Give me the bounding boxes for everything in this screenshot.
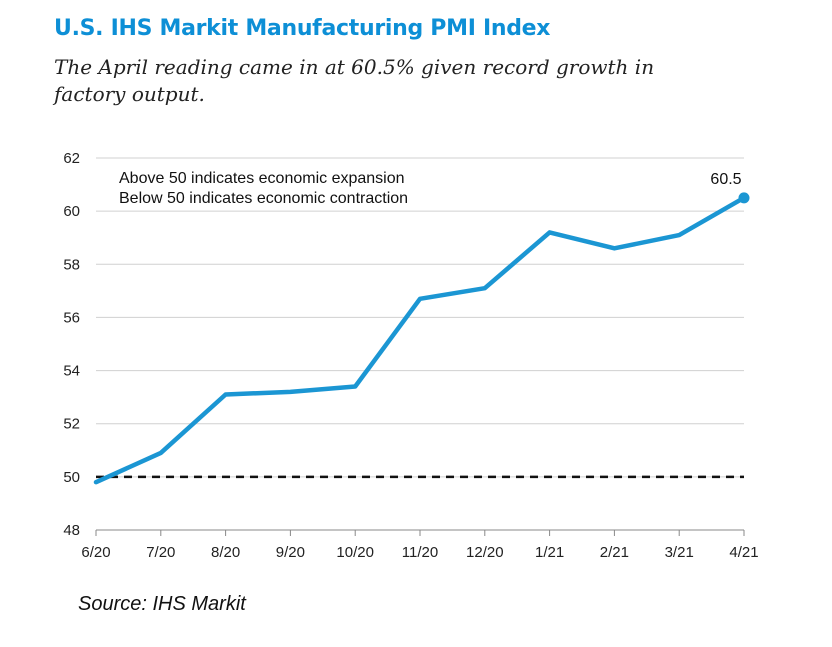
y-tick-label: 52: [63, 416, 80, 433]
chart-title: U.S. IHS Markit Manufacturing PMI Index: [54, 16, 551, 41]
data-label: 60.5: [710, 171, 741, 188]
x-tick-label: 1/21: [535, 544, 564, 561]
y-tick-label: 60: [63, 203, 80, 220]
series-line: [93, 195, 747, 485]
x-tick-label: 6/20: [81, 544, 110, 561]
source-note: Source: IHS Markit: [78, 593, 246, 615]
x-tick-label: 9/20: [276, 544, 305, 561]
x-tick-label: 8/20: [211, 544, 240, 561]
x-tick-label: 7/20: [146, 544, 175, 561]
note-contraction: Below 50 indicates economic contraction: [119, 190, 408, 207]
y-axis-ticks: 48 50 52 54 56 58 60 62: [63, 150, 80, 539]
x-axis-ticks: 6/20 7/20 8/20 9/20 10/20 11/20 12/20 1/21 2/21 3…: [81, 530, 759, 561]
note-expansion: Above 50 indicates economic expansion: [119, 170, 405, 187]
end-point-marker: [738, 192, 750, 204]
y-tick-label: 56: [63, 309, 80, 326]
x-tick-label: 12/20: [466, 544, 504, 561]
x-tick-label: 11/20: [402, 544, 438, 561]
y-tick-label: 58: [63, 256, 80, 273]
chart-subtitle: The April reading came in at 60.5% given…: [54, 55, 655, 106]
y-tick-label: 48: [63, 522, 80, 539]
x-tick-label: 4/21: [729, 544, 758, 561]
y-tick-label: 50: [63, 469, 80, 486]
x-tick-label: 2/21: [600, 544, 629, 561]
x-tick-label: 3/21: [665, 544, 694, 561]
x-tick-label: 10/20: [336, 544, 374, 561]
y-tick-label: 54: [63, 363, 80, 380]
series-group: 60.5: [93, 171, 750, 485]
gridlines: [96, 157, 744, 531]
y-tick-label: 62: [63, 150, 80, 167]
